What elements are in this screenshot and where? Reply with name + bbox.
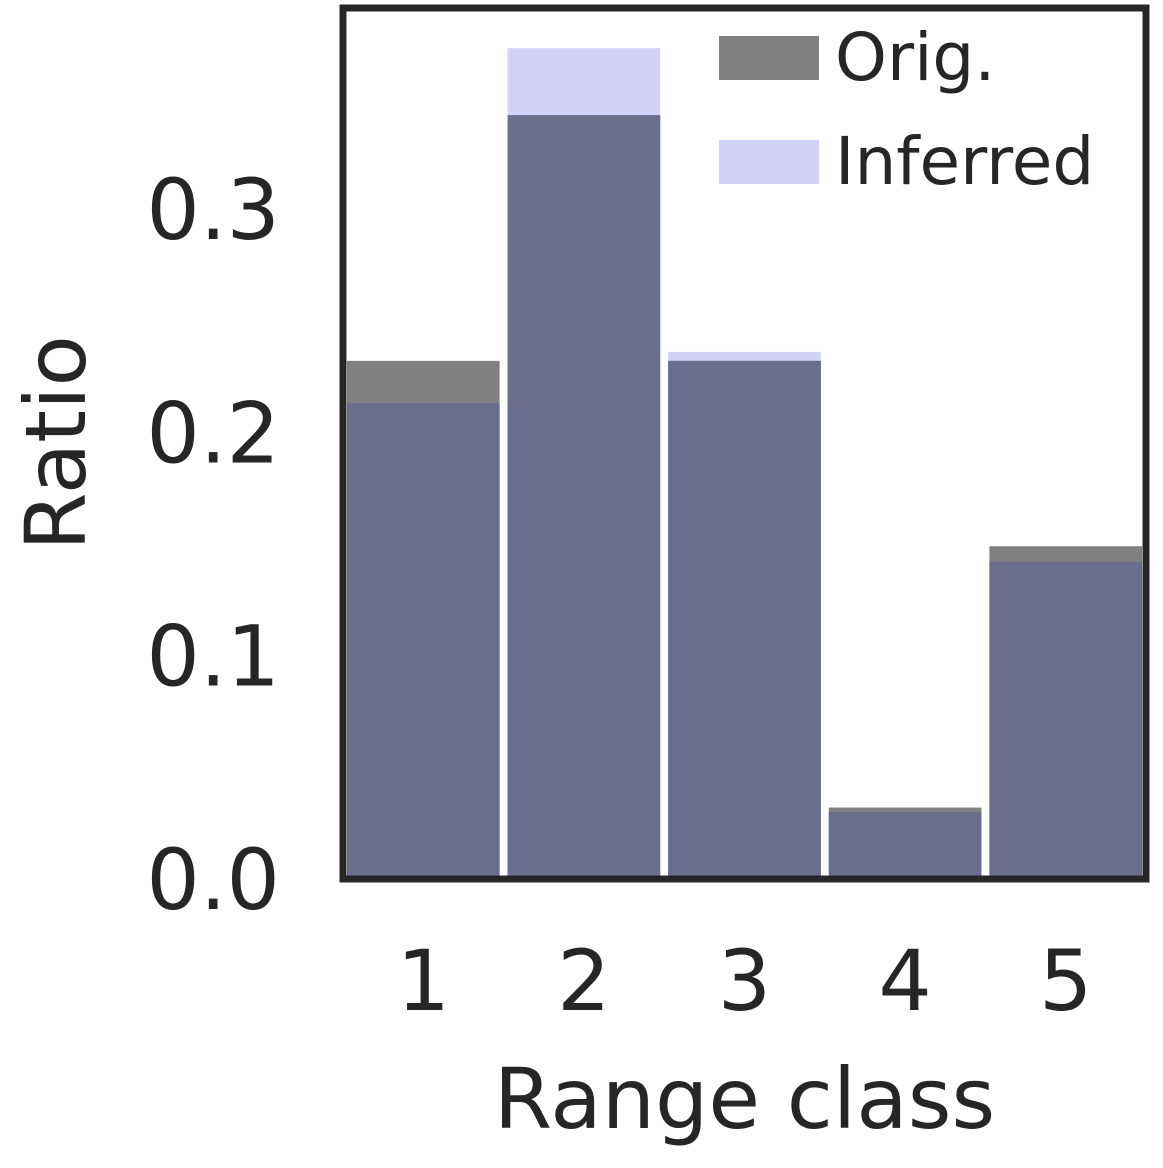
x-tick-1: 1 [397,932,450,1030]
legend-label-inferred: Inferred [835,123,1094,200]
y-tick-labels: 0.0 0.1 0.2 0.3 [146,161,280,929]
y-tick-0.1: 0.1 [146,608,280,706]
legend-swatch-inferred [719,140,819,184]
bar-overlap-5 [989,561,1142,879]
x-tick-5: 5 [1039,932,1092,1030]
plot-frame [339,4,1150,883]
x-tick-2: 2 [557,932,610,1030]
bars-layer [347,48,1142,879]
x-tick-3: 3 [718,932,771,1030]
bar-overlap-4 [828,812,982,879]
legend: Orig. Inferred [719,19,1094,200]
y-tick-0.2: 0.2 [146,384,280,482]
y-tick-0.0: 0.0 [146,831,280,929]
y-tick-0.3: 0.3 [146,161,280,259]
bar-overlap-3 [668,360,821,879]
bar-overlap-1 [347,403,500,879]
x-tick-4: 4 [878,932,931,1030]
legend-label-orig: Orig. [835,19,995,96]
bar-overlap-2 [507,115,661,879]
legend-swatch-orig [719,36,819,80]
x-axis-label: Range class [494,1050,995,1148]
x-tick-labels: 1 2 3 4 5 [397,932,1093,1030]
y-axis-label: Ratio [7,335,105,551]
